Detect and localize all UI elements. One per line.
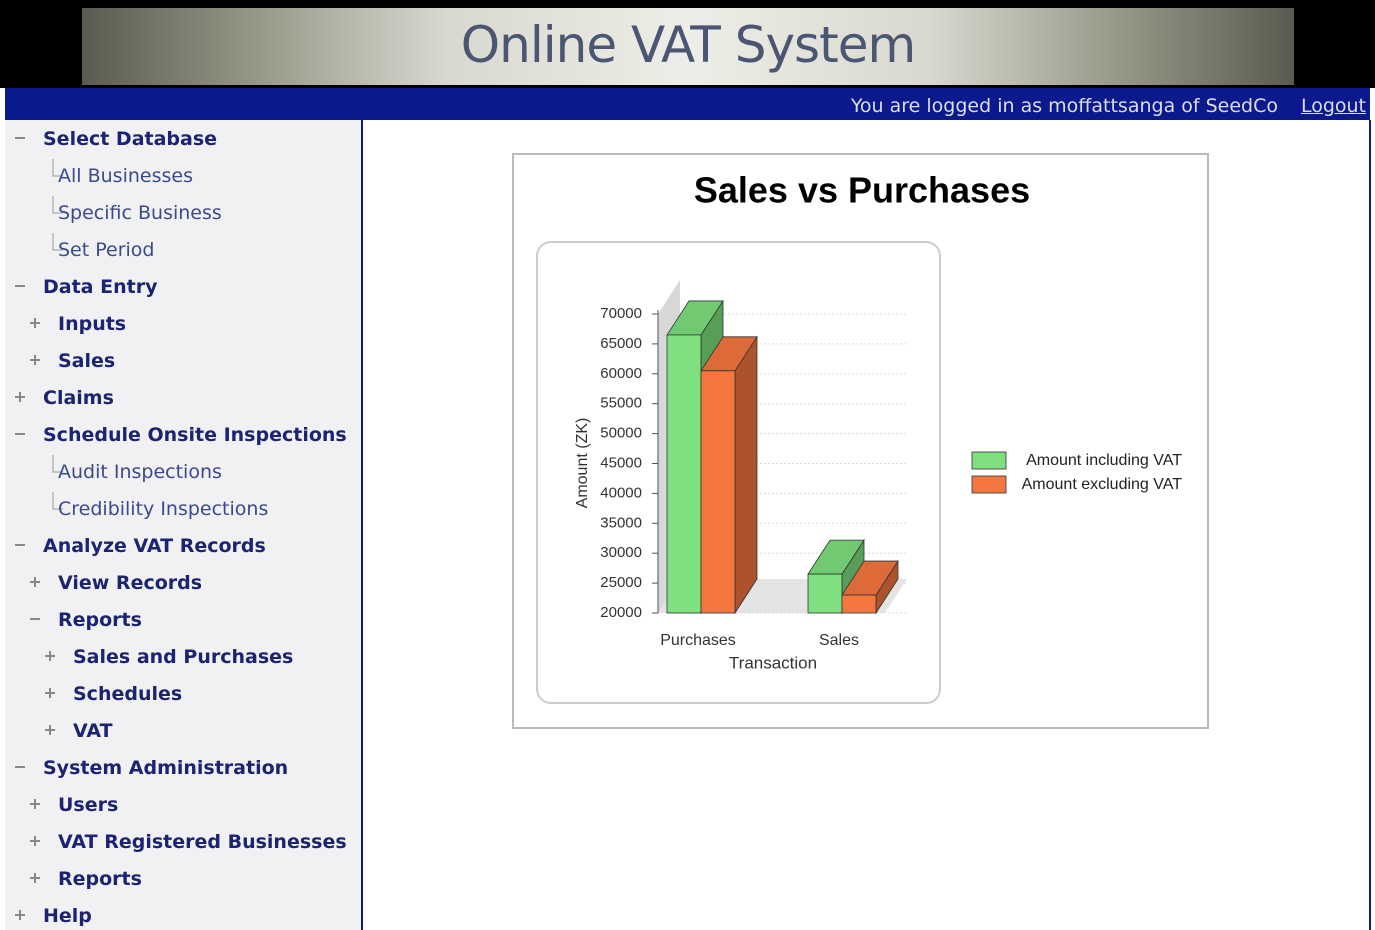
x-tick-label: Purchases [660, 632, 736, 649]
tree-toggle[interactable] [29, 354, 41, 366]
nav-item[interactable]: Schedule Onsite Inspections [43, 424, 347, 446]
y-tick-label: 50000 [600, 425, 642, 442]
legend-label: Amount including VAT [1026, 452, 1182, 469]
tree-toggle[interactable] [14, 761, 26, 773]
tree-toggle[interactable] [29, 613, 41, 625]
header: Online VAT System [0, 0, 1375, 88]
nav-item[interactable]: Select Database [43, 128, 218, 150]
tree-toggle[interactable] [29, 835, 41, 847]
nav-item[interactable]: System Administration [43, 757, 289, 779]
tree-toggle[interactable] [14, 539, 26, 551]
y-axis-label: Amount (ZK) [574, 418, 591, 509]
nav-item[interactable]: Data Entry [43, 276, 158, 298]
tree-line [51, 455, 63, 473]
nav-item[interactable]: Analyze VAT Records [43, 535, 266, 557]
y-tick-label: 45000 [600, 454, 642, 471]
bar [807, 573, 843, 614]
nav-item[interactable]: VAT [73, 720, 113, 742]
main-panel [363, 120, 1371, 930]
x-axis-label: Transaction [729, 653, 817, 672]
tree-toggle[interactable] [29, 872, 41, 884]
nav-item[interactable]: Specific Business [58, 202, 222, 224]
tree-toggle[interactable] [44, 650, 56, 662]
status-bar: You are logged in as moffattsanga of See… [5, 88, 1370, 120]
nav-item[interactable]: Set Period [58, 239, 155, 261]
y-tick-label: 35000 [600, 514, 642, 531]
nav-item[interactable]: All Businesses [58, 165, 193, 187]
tree-toggle[interactable] [29, 798, 41, 810]
app-title: Online VAT System [460, 16, 916, 74]
y-tick-label: 55000 [600, 395, 642, 412]
nav-item[interactable]: View Records [58, 572, 203, 594]
bar-side [734, 335, 758, 615]
y-tick-label: 25000 [600, 574, 642, 591]
tree-toggle[interactable] [14, 428, 26, 440]
banner: Online VAT System [82, 8, 1294, 85]
bar [841, 594, 877, 614]
nav-item[interactable]: Users [58, 794, 119, 816]
tree-line [51, 159, 63, 177]
legend-swatch [971, 475, 1007, 494]
tree-toggle[interactable] [14, 132, 26, 144]
login-text: You are logged in as moffattsanga of See… [850, 95, 1278, 117]
nav-item[interactable]: Reports [58, 868, 142, 890]
tree-toggle[interactable] [44, 687, 56, 699]
nav-item[interactable]: Claims [43, 387, 114, 409]
sidebar: Select Database All Businesses Specific Bu… [5, 120, 363, 930]
y-tick-label: 70000 [600, 305, 642, 322]
nav-item[interactable]: Sales [58, 350, 116, 372]
nav-item[interactable]: VAT Registered Businesses [58, 831, 347, 853]
tree-toggle[interactable] [14, 280, 26, 292]
bar [700, 370, 736, 614]
y-tick-label: 30000 [600, 544, 642, 561]
nav-item[interactable]: Sales and Purchases [73, 646, 294, 668]
legend-label: Amount excluding VAT [1022, 476, 1183, 493]
tree-toggle[interactable] [44, 724, 56, 736]
tree-toggle[interactable] [14, 391, 26, 403]
nav-item[interactable]: Schedules [73, 683, 183, 705]
tree-toggle[interactable] [29, 576, 41, 588]
y-tick-label: 65000 [600, 335, 642, 352]
y-tick-label: 20000 [600, 604, 642, 621]
tree-toggle[interactable] [29, 317, 41, 329]
tree-line [51, 492, 63, 510]
nav-item[interactable]: Inputs [58, 313, 127, 335]
legend-swatch [971, 451, 1007, 470]
tree-line [51, 233, 63, 251]
nav-item[interactable]: Credibility Inspections [58, 498, 269, 520]
tree-line [51, 196, 63, 214]
y-tick-label: 60000 [600, 365, 642, 382]
nav-item[interactable]: Audit Inspections [58, 461, 222, 483]
tree-toggle[interactable] [14, 909, 26, 921]
chart-title: Sales vs Purchases [694, 170, 1030, 211]
bar [666, 334, 702, 614]
nav-item[interactable]: Reports [58, 609, 142, 631]
nav-item[interactable]: Help [43, 905, 92, 927]
logout-link[interactable]: Logout [1300, 95, 1366, 117]
x-tick-label: Sales [819, 632, 859, 649]
y-tick-label: 40000 [600, 484, 642, 501]
